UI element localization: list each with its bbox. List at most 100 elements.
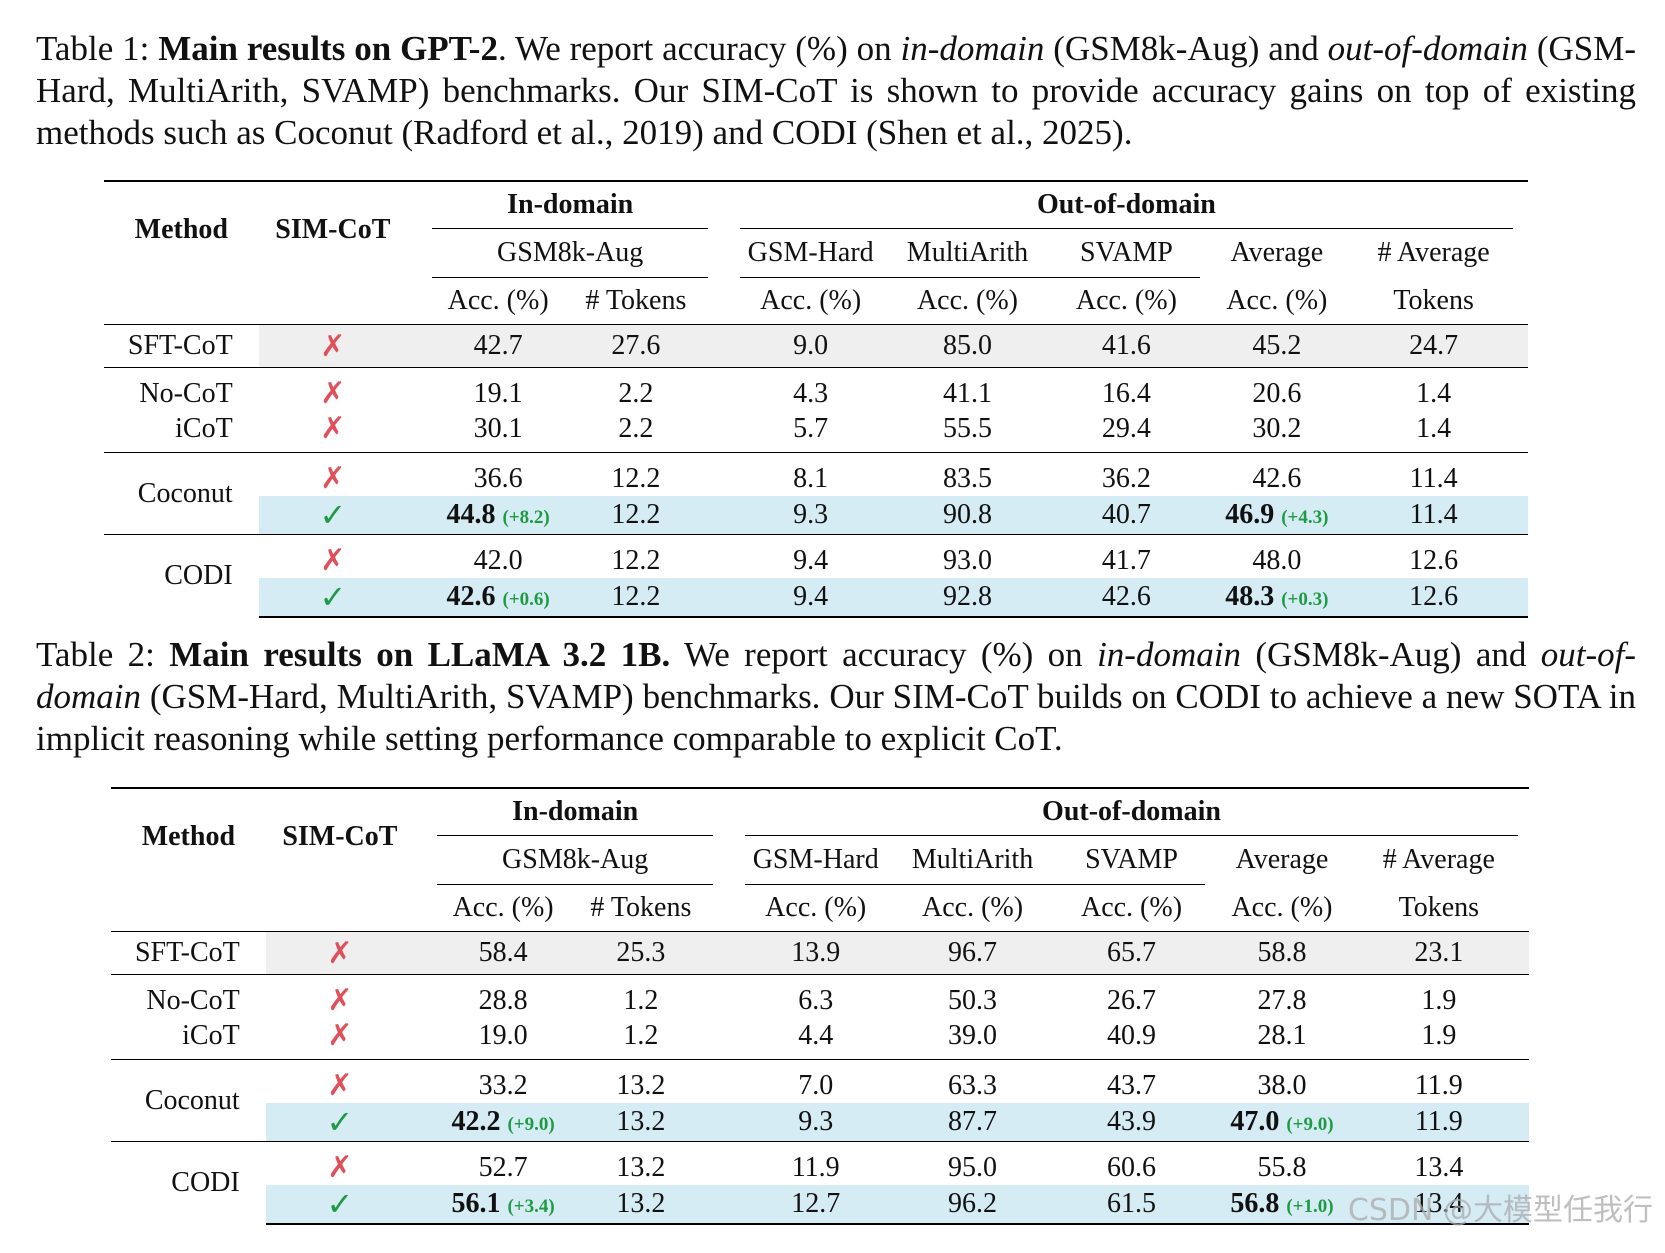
cell-multiarith: 90.8 — [881, 496, 1054, 535]
cell-gsm-acc: 42.6 — [446, 581, 496, 612]
cross-icon: ✗ — [265, 931, 415, 975]
cross-icon: ✗ — [265, 1059, 415, 1103]
header-acc: Acc. (%) — [1075, 285, 1177, 316]
cell-multiarith: 96.2 — [886, 1185, 1059, 1225]
cell-gsm-hard: 9.4 — [739, 534, 882, 578]
check-icon: ✓ — [265, 1185, 415, 1225]
table-row: Coconut ✗ 33.2 13.2 7.0 63.3 43.7 38.0 1… — [111, 1059, 1529, 1142]
table1-caption: Table 1: Main results on GPT-2. We repor… — [36, 28, 1636, 154]
header-gsm8k-aug: GSM8k-Aug — [432, 228, 708, 278]
delta-badge: (+3.4) — [507, 1196, 555, 1217]
cell-multiarith: 55.5 — [942, 412, 992, 444]
cell-gsm-tokens: 13.2 — [568, 1185, 713, 1225]
table-row: ✓ 42.2 (+9.0) 13.2 9.3 87.7 43.9 47.0 (+… — [111, 1103, 1529, 1142]
table-row: SFT-CoT ✗ 58.4 25.3 13.9 96.7 65.7 58.8 … — [111, 931, 1529, 975]
cell-svamp: 61.5 — [1058, 1185, 1205, 1225]
header-acc: Acc. (%) — [760, 285, 862, 316]
delta-badge: (+1.0) — [1286, 1196, 1334, 1217]
header-svamp: SVAMP — [1053, 228, 1200, 278]
cell-gsm-acc: 56.1 — [451, 1188, 501, 1219]
method-name: CODI — [104, 534, 259, 617]
delta-badge: (+9.0) — [1286, 1114, 1334, 1135]
method-name: iCoT — [182, 1019, 240, 1051]
header-tokens: # Tokens — [590, 892, 692, 923]
header-tokens: # Tokens — [585, 285, 687, 316]
cross-icon: ✗ — [258, 534, 408, 578]
cell-gsm-hard: 4.4 — [798, 1019, 834, 1051]
delta-badge: (+8.2) — [502, 507, 550, 528]
header-sim-cot: SIM-CoT — [258, 180, 408, 278]
cross-icon: ✗ — [258, 452, 408, 496]
header-multiarith: MultiArith — [881, 228, 1054, 278]
cell-avg-tokens: 13.4 — [1359, 1185, 1519, 1225]
header-method: Method — [111, 787, 266, 885]
table-row: No-CoT ✗ 28.8 1.2 6.3 50.3 26.7 27.8 1.9 — [111, 974, 1529, 1018]
check-icon: ✓ — [265, 1103, 415, 1142]
header-out-of-domain: Out-of-domain — [739, 180, 1514, 229]
header-acc: Acc. (%) — [922, 892, 1024, 923]
header-acc: Acc. (%) — [916, 285, 1018, 316]
cell-gsm-acc: 52.7 — [437, 1141, 569, 1185]
table-row: ✓ 44.8 (+8.2) 12.2 9.3 90.8 40.7 46.9 (+… — [104, 496, 1528, 535]
cell-multiarith: 39.0 — [948, 1019, 998, 1051]
cell-multiarith: 95.0 — [886, 1141, 1059, 1185]
cell-avg-tokens: 1.9 — [1359, 974, 1519, 1018]
cell-avg-tokens: 12.6 — [1354, 578, 1514, 618]
delta-badge: (+9.0) — [507, 1114, 555, 1135]
cell-multiarith: 85.0 — [881, 324, 1054, 368]
table-row: Coconut ✗ 36.6 12.2 8.1 83.5 36.2 42.6 1… — [104, 452, 1528, 535]
header-method: Method — [104, 180, 259, 278]
caption-out-domain: out-of-domain — [1327, 29, 1528, 68]
header-acc: Acc. (%) — [765, 892, 867, 923]
cell-svamp: 16.4 — [1053, 367, 1200, 411]
cell-gsm-acc: 42.2 — [451, 1106, 501, 1137]
cell-gsm-tokens: 13.2 — [568, 1103, 713, 1142]
cell-svamp: 41.7 — [1053, 534, 1200, 578]
cell-multiarith: 83.5 — [881, 452, 1054, 496]
table2-caption: Table 2: Main results on LLaMA 3.2 1B. W… — [36, 634, 1636, 760]
caption-title: Main results on GPT-2 — [158, 29, 498, 68]
header-avg-tokens: # Average — [1382, 844, 1495, 876]
cell-gsm-acc: 36.6 — [432, 452, 564, 496]
header-acc: Acc. (%) — [1231, 891, 1333, 923]
table-row: iCoT ✗ 30.1 2.2 5.7 55.5 29.4 30.2 1.4 — [104, 411, 1528, 453]
cell-gsm-hard: 5.7 — [793, 412, 829, 444]
caption-title: Main results on LLaMA 3.2 1B. — [169, 635, 671, 674]
caption-in-domain: in-domain — [1097, 635, 1241, 674]
cell-average: 45.2 — [1199, 324, 1355, 368]
cell-svamp: 29.4 — [1101, 412, 1151, 444]
cell-average: 56.8 — [1230, 1188, 1280, 1219]
cell-gsm-acc: 19.1 — [432, 367, 564, 411]
cell-avg-tokens: 23.1 — [1359, 931, 1519, 975]
cell-svamp: 43.9 — [1058, 1103, 1205, 1142]
cell-gsm-tokens: 2.2 — [618, 412, 654, 444]
cell-svamp: 41.6 — [1053, 324, 1200, 368]
header-gsm8k-aug: GSM8k-Aug — [437, 835, 713, 885]
header-out-of-domain: Out-of-domain — [744, 787, 1519, 836]
caption-text: (GSM8k-Aug) and — [1044, 29, 1328, 68]
cross-icon: ✗ — [258, 367, 408, 411]
cell-gsm-tokens: 12.2 — [563, 534, 708, 578]
header-svamp: SVAMP — [1058, 835, 1205, 885]
table1: Method SIM-CoT In-domain Out-of-domain G… — [104, 180, 1528, 618]
cell-gsm-tokens: 2.2 — [563, 367, 708, 411]
header-multiarith: MultiArith — [886, 835, 1059, 885]
cell-gsm-tokens: 25.3 — [568, 931, 713, 975]
delta-badge: (+4.3) — [1281, 507, 1329, 528]
caption-text: . We report accuracy (%) on — [497, 29, 901, 68]
cell-average: 28.1 — [1257, 1019, 1307, 1051]
table-row: SFT-CoT ✗ 42.7 27.6 9.0 85.0 41.6 45.2 2… — [104, 324, 1528, 368]
header-acc: Acc. (%) — [452, 892, 554, 923]
cell-gsm-acc: 42.0 — [432, 534, 564, 578]
cell-avg-tokens: 11.9 — [1359, 1059, 1519, 1103]
delta-badge: (+0.3) — [1281, 589, 1329, 610]
header-in-domain: In-domain — [432, 180, 708, 229]
cell-average: 48.3 — [1225, 581, 1275, 612]
cell-average: 48.0 — [1199, 534, 1355, 578]
cell-gsm-acc: 44.8 — [446, 499, 496, 530]
table-row: CODI ✗ 52.7 13.2 11.9 95.0 60.6 55.8 13.… — [111, 1141, 1529, 1224]
header-average: Average — [1235, 844, 1329, 876]
cell-svamp: 40.9 — [1107, 1019, 1156, 1051]
cell-gsm-hard: 4.3 — [739, 367, 882, 411]
method-name: Coconut — [111, 1059, 266, 1142]
